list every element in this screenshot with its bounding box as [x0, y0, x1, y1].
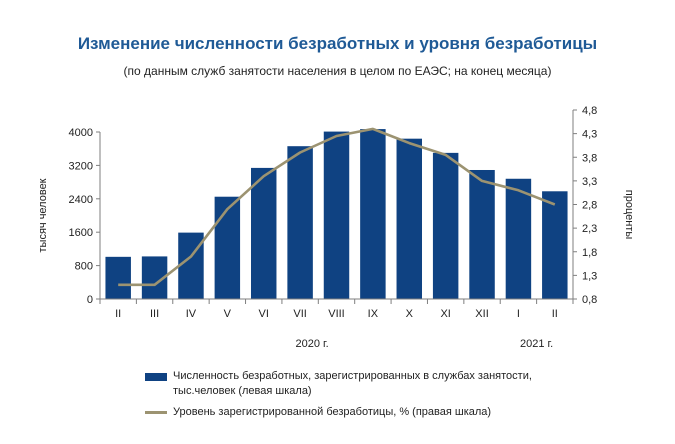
year-label-2021: 2021 г.	[520, 338, 553, 350]
bar	[178, 232, 204, 299]
y2-tick-label: 4,3	[582, 129, 597, 141]
x-tick-label: XII	[475, 308, 488, 320]
x-tick-label: III	[150, 308, 159, 320]
bar	[323, 131, 350, 299]
bar	[360, 129, 386, 299]
bar	[432, 152, 459, 299]
x-tick-label: II	[552, 308, 558, 320]
y2-tick-label: 3,8	[582, 152, 597, 164]
chart-title: Изменение численности безработных и уров…	[77, 34, 598, 53]
y2-tick-label: 3,3	[582, 176, 597, 188]
legend-label-line: Уровень зарегистрированной безработицы, …	[173, 406, 492, 418]
legend-swatch-bar	[145, 373, 167, 381]
legend-item-bars: Численность безработных, зарегистрирован…	[145, 369, 593, 399]
y2-tick-label: 2,3	[582, 223, 597, 235]
y-tick-label: 4000	[69, 127, 93, 139]
x-tick-label: VI	[259, 308, 269, 320]
bar	[105, 256, 131, 299]
y2-tick-label: 1,8	[582, 247, 597, 259]
legend-label-bars: Численность безработных, зарегистрирован…	[173, 370, 532, 397]
bar	[505, 178, 532, 299]
y2-tick-label: 1,3	[582, 270, 597, 282]
x-tick-label: XI	[440, 308, 450, 320]
x-tick-label: X	[406, 308, 414, 320]
x-tick-label: I	[517, 308, 520, 320]
x-tick-label: V	[224, 308, 232, 320]
bar	[542, 191, 568, 299]
unemployment-rate-line	[118, 127, 556, 287]
y-tick-label: 1600	[69, 227, 93, 239]
bar	[287, 146, 313, 299]
y2-axis-title: проценты	[623, 190, 635, 240]
x-tick-label: IV	[186, 308, 197, 320]
x-tick-label: II	[115, 308, 121, 320]
bar	[396, 138, 423, 299]
y-tick-label: 2400	[69, 194, 93, 206]
y2-tick-label: 0,8	[582, 294, 597, 306]
x-tick-label: VIII	[328, 308, 345, 320]
y2-tick-label: 2,8	[582, 200, 597, 212]
y-tick-label: 3200	[69, 160, 93, 172]
legend-item-line: Уровень зарегистрированной безработицы, …	[145, 405, 593, 420]
y-tick-label: 0	[87, 294, 93, 306]
x-tick-label: VII	[293, 308, 306, 320]
chart-subtitle: (по данным служб занятости населения в ц…	[123, 64, 552, 78]
bar	[469, 169, 495, 299]
y-tick-label: 800	[75, 261, 93, 273]
bar	[250, 167, 277, 299]
x-tick-label: IX	[368, 308, 379, 320]
y-axis-title: тысяч человек	[37, 178, 49, 252]
bar	[214, 196, 241, 299]
year-label-2020: 2020 г.	[295, 338, 328, 350]
y2-tick-label: 4,8	[582, 105, 597, 117]
legend-swatch-line	[145, 411, 167, 414]
